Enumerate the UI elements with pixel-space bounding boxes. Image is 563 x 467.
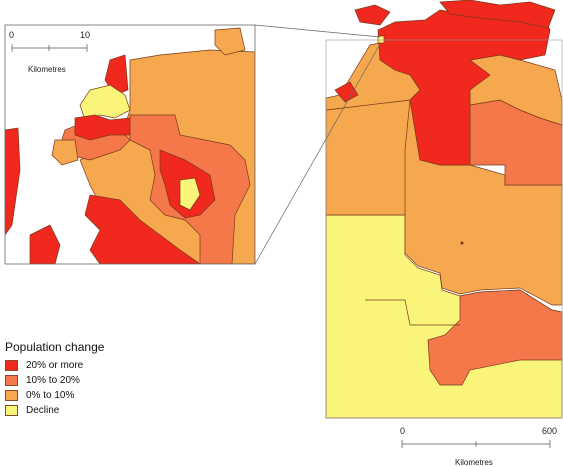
locality-point [460,241,464,245]
inset-region-20plus-west[interactable] [5,127,21,236]
island-north-20plus-b[interactable] [439,0,556,29]
darwin-marker [377,35,385,44]
inset-region-20plus-south[interactable] [84,194,201,264]
legend-item: 0% to 10% [5,388,155,402]
inset-region-20plus-sw[interactable] [29,224,61,264]
inset-region-decline-core[interactable] [179,177,201,211]
inset-scale-start: 0 [9,30,14,40]
legend-label: 0% to 10% [26,389,75,401]
main-scale-bar [401,440,551,448]
inner-boundary-line-a [404,99,411,215]
island-west-20plus[interactable] [334,81,359,103]
legend-items: 20% or more 10% to 20% 0% to 10% Decline [5,358,155,417]
inset-region-decline-city[interactable] [79,84,131,121]
legend-item: Decline [5,403,155,417]
main-scale-end: 600 [542,426,557,436]
legend-title: Population change [5,340,105,354]
inset-region-0to10-island[interactable] [214,27,246,56]
legend-item: 10% to 20% [5,373,155,387]
legend: Population change 20% or more 10% to 20% 0… [5,340,155,418]
legend-swatch [5,404,18,416]
inset-frame [4,24,256,265]
legend-label: Decline [26,404,60,416]
inset-scale-unit: Kilometres [28,65,66,74]
legend-label: 20% or more [26,359,84,371]
legend-swatch [5,389,18,401]
region-southeast-10to20[interactable] [427,289,563,386]
main-map-frame [325,39,563,419]
inset-connector-bottom [254,43,381,265]
inset-connector-top [254,24,381,38]
main-scale-unit: Kilometres [455,458,493,467]
legend-item: 20% or more [5,358,155,372]
inset-region-20plus-city[interactable] [74,114,131,141]
legend-swatch [5,374,18,386]
legend-swatch [5,359,18,371]
inset-scale-end: 10 [80,30,90,40]
main-scale-start: 0 [400,426,405,436]
main-map [325,0,563,419]
inset-map: 0 10 Kilometres [4,24,256,265]
inner-boundary-line-b [365,299,460,326]
inset-region-0to10-west[interactable] [51,139,79,166]
island-north-20plus-a[interactable] [354,4,391,26]
inset-scale-bar [11,44,88,52]
legend-label: 10% to 20% [26,374,80,386]
